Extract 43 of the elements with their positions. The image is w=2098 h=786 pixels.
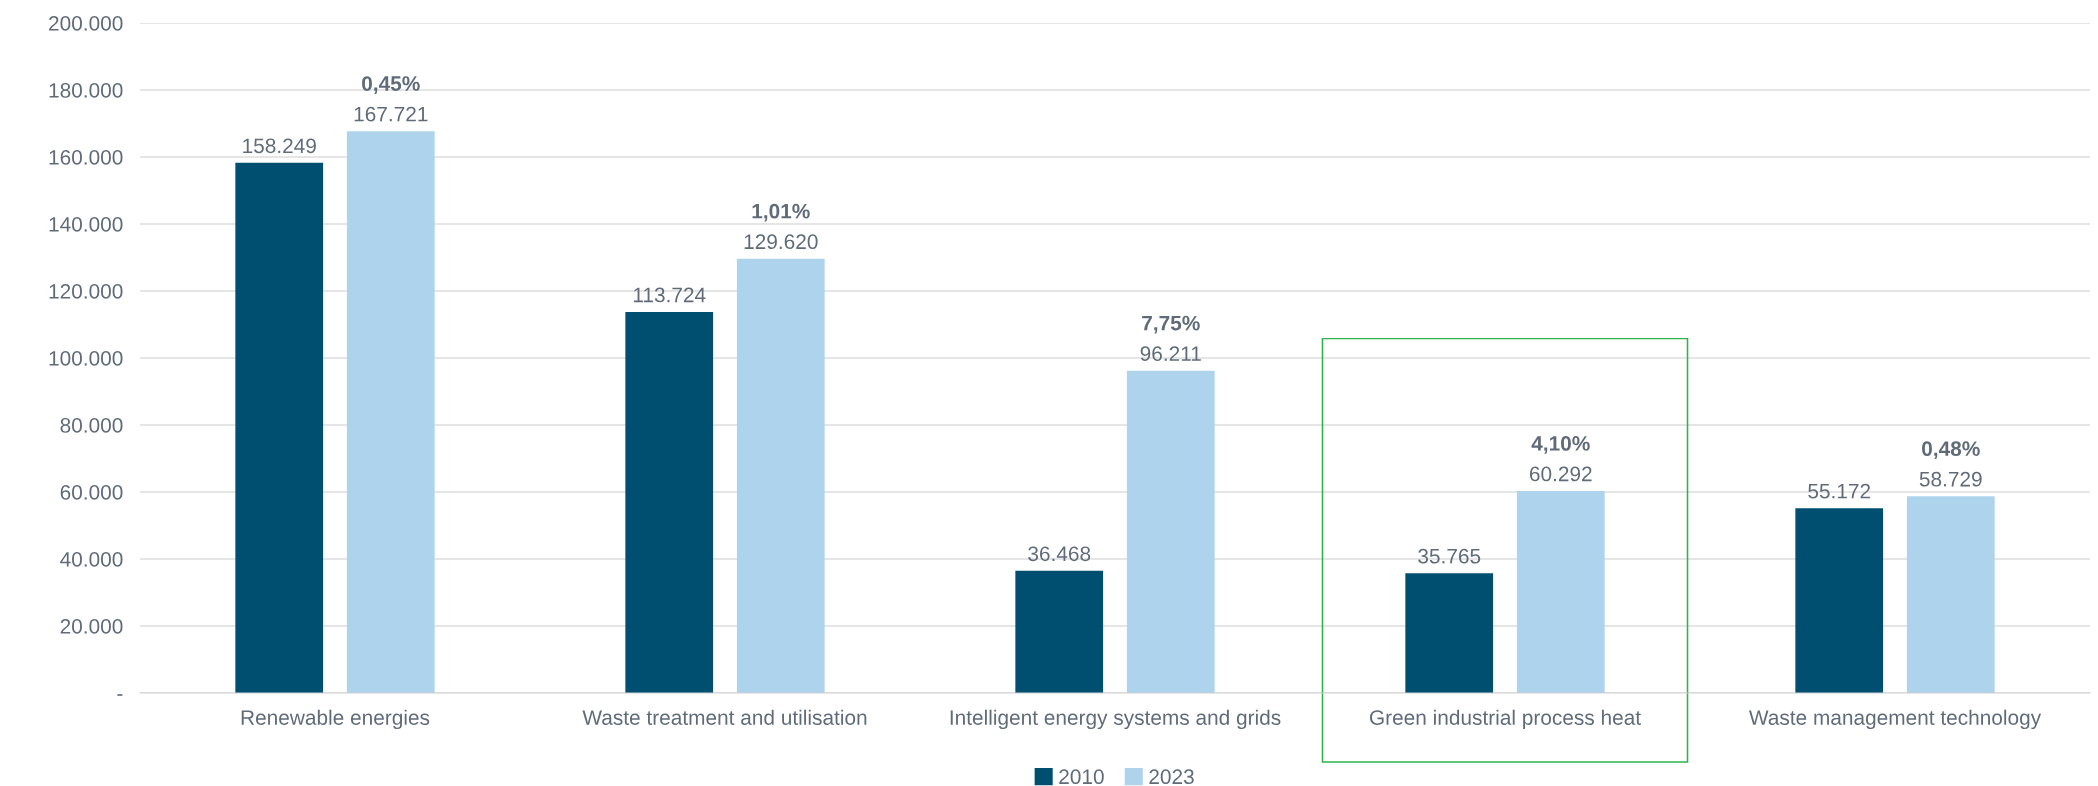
- annotation: 7,75%: [1142, 315, 1200, 334]
- bar: [1405, 573, 1494, 693]
- bar: [1906, 496, 1995, 693]
- bar: [235, 162, 324, 693]
- data-label: 96.211: [1140, 346, 1201, 362]
- data-label: 113.724: [633, 287, 706, 303]
- data-label: 167.721: [354, 106, 428, 122]
- bar: [1516, 491, 1605, 693]
- y-tick-label: 40.000: [60, 552, 123, 567]
- y-tick-label: -: [117, 694, 123, 696]
- bar: [736, 258, 825, 693]
- y-tick-label: 120.000: [49, 284, 123, 299]
- y-tick-label: 160.000: [49, 150, 123, 165]
- y-tick-label: 140.000: [49, 217, 123, 232]
- y-tick-label: 80.000: [60, 418, 123, 433]
- bar: [1015, 570, 1104, 693]
- x-tick-label: Green industrial process heat: [1369, 709, 1641, 730]
- annotation: 0,45%: [362, 76, 420, 94]
- bar: [346, 131, 435, 693]
- legend-label: 2023: [1149, 769, 1194, 785]
- data-label: 36.468: [1028, 546, 1091, 562]
- y-tick-label: 180.000: [49, 83, 123, 98]
- legend-label: 2010: [1059, 769, 1104, 785]
- x-tick-label: Waste management technology: [1749, 709, 2042, 730]
- annotation: 0,48%: [1922, 441, 1980, 460]
- data-label: 58.729: [1919, 471, 1982, 487]
- annotation: 4,10%: [1531, 436, 1590, 454]
- data-label: 35.765: [1418, 548, 1481, 564]
- bar: [1795, 508, 1884, 693]
- y-tick-label: 20.000: [60, 619, 123, 634]
- x-tick-label: Renewable energies: [241, 709, 430, 730]
- y-tick-label: 60.000: [60, 485, 123, 500]
- data-label: 55.172: [1808, 483, 1871, 499]
- y-tick-label: 100.000: [49, 351, 123, 366]
- x-tick-label: Intelligent energy systems and grids: [950, 709, 1281, 730]
- bar: [1126, 370, 1215, 693]
- data-label: 129.620: [744, 234, 818, 250]
- data-label: 158.249: [243, 138, 316, 154]
- x-tick-label: Waste treatment and utilisation: [582, 709, 867, 725]
- bar: [625, 312, 714, 693]
- data-label: 60.292: [1529, 466, 1592, 482]
- y-tick-label: 200.000: [49, 16, 123, 31]
- annotation: 1,01%: [752, 203, 810, 222]
